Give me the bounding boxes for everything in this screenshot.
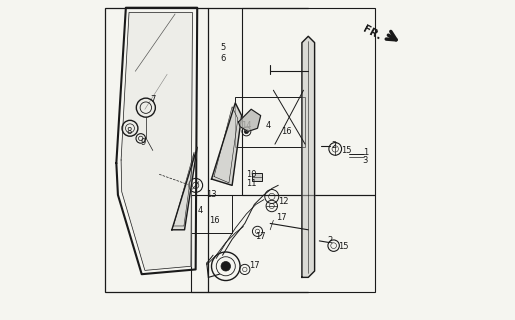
Polygon shape xyxy=(172,147,197,230)
Text: 15: 15 xyxy=(338,242,349,251)
Text: 6: 6 xyxy=(220,54,225,63)
Polygon shape xyxy=(212,103,242,185)
Text: 15: 15 xyxy=(341,146,352,155)
Text: 10: 10 xyxy=(246,170,256,179)
Text: 14: 14 xyxy=(241,121,252,130)
Text: 4: 4 xyxy=(266,121,271,130)
Polygon shape xyxy=(238,109,261,132)
Circle shape xyxy=(244,129,249,134)
Text: 7: 7 xyxy=(150,95,156,104)
Text: 4: 4 xyxy=(198,206,203,215)
Bar xyxy=(242,8,375,195)
Text: 1: 1 xyxy=(363,148,368,156)
Text: 17: 17 xyxy=(255,232,266,241)
Bar xyxy=(191,195,375,292)
Polygon shape xyxy=(302,36,315,277)
Bar xyxy=(235,97,305,147)
Text: 13: 13 xyxy=(206,190,217,199)
Text: 3: 3 xyxy=(363,156,368,164)
Text: 17: 17 xyxy=(276,212,287,222)
Text: 16: 16 xyxy=(281,127,291,136)
Text: 2: 2 xyxy=(328,236,333,245)
Text: 12: 12 xyxy=(278,197,288,206)
Text: 16: 16 xyxy=(210,216,220,225)
Bar xyxy=(252,173,262,181)
Bar xyxy=(191,195,232,233)
Text: 5: 5 xyxy=(220,43,225,52)
Polygon shape xyxy=(121,12,193,270)
Bar xyxy=(105,8,209,292)
Text: 8: 8 xyxy=(126,127,132,136)
Text: 11: 11 xyxy=(246,179,256,188)
Circle shape xyxy=(221,261,231,271)
Text: 2: 2 xyxy=(331,141,336,150)
Text: 9: 9 xyxy=(141,138,146,147)
Text: FR.: FR. xyxy=(361,23,383,41)
Text: 17: 17 xyxy=(249,261,260,270)
